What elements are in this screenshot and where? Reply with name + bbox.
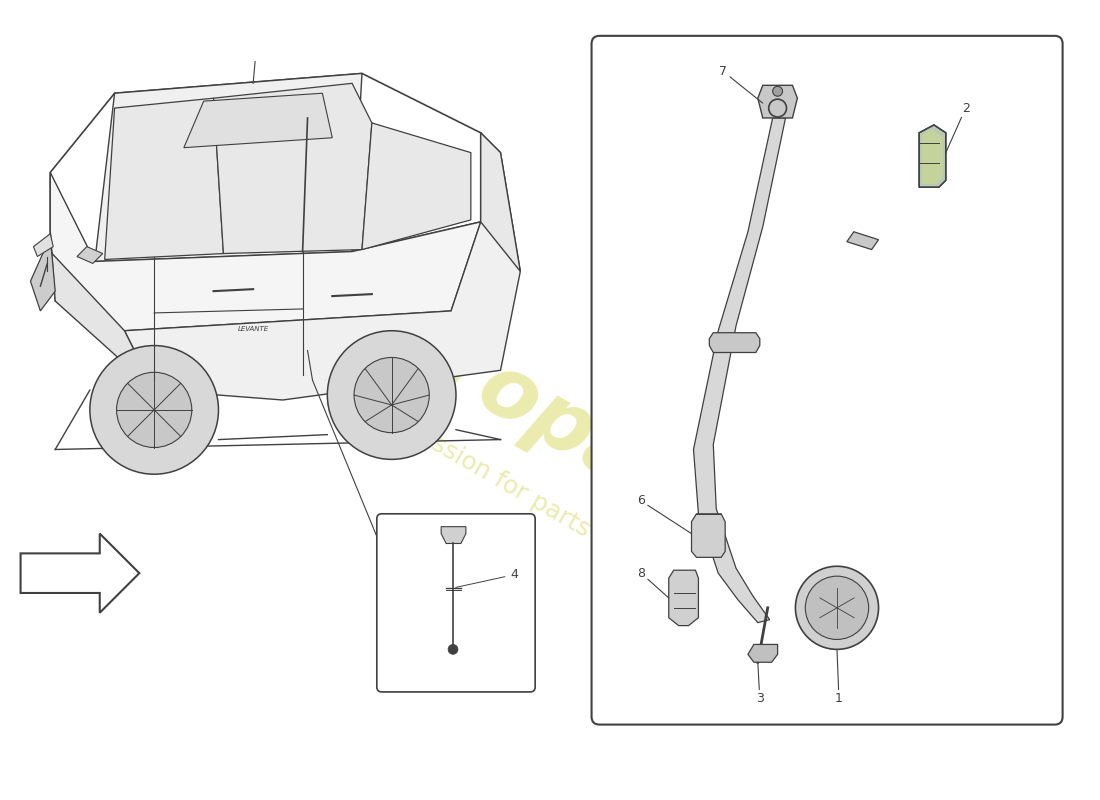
Polygon shape — [31, 237, 55, 311]
Text: 4: 4 — [455, 568, 518, 587]
FancyBboxPatch shape — [377, 514, 536, 692]
Circle shape — [328, 330, 456, 459]
Circle shape — [805, 576, 869, 639]
Text: 2: 2 — [946, 102, 969, 153]
Polygon shape — [693, 118, 785, 622]
Polygon shape — [77, 246, 102, 263]
Polygon shape — [748, 645, 778, 662]
Circle shape — [772, 86, 782, 96]
Polygon shape — [758, 86, 798, 118]
Polygon shape — [104, 98, 223, 259]
Circle shape — [795, 566, 879, 650]
Polygon shape — [441, 526, 466, 543]
FancyBboxPatch shape — [592, 36, 1063, 725]
Polygon shape — [184, 94, 332, 148]
Polygon shape — [95, 74, 362, 262]
Polygon shape — [847, 232, 879, 250]
Polygon shape — [21, 534, 140, 613]
Polygon shape — [481, 133, 520, 271]
Text: 8: 8 — [637, 566, 669, 598]
Polygon shape — [669, 570, 698, 626]
Text: 7: 7 — [719, 65, 762, 103]
Text: a passion for parts since 1985: a passion for parts since 1985 — [381, 404, 719, 614]
Polygon shape — [213, 83, 372, 254]
Text: LEVANTE: LEVANTE — [238, 326, 268, 332]
Circle shape — [117, 372, 191, 447]
Text: europarts: europarts — [323, 265, 777, 574]
Polygon shape — [51, 232, 154, 390]
Polygon shape — [692, 514, 725, 558]
Polygon shape — [922, 129, 943, 184]
Polygon shape — [920, 125, 946, 187]
Polygon shape — [51, 172, 481, 330]
Polygon shape — [33, 234, 53, 257]
Circle shape — [90, 346, 219, 474]
Polygon shape — [362, 123, 471, 250]
Circle shape — [354, 358, 429, 433]
Text: 3: 3 — [756, 662, 763, 706]
Polygon shape — [710, 333, 760, 353]
Polygon shape — [124, 133, 520, 400]
Text: 6: 6 — [637, 494, 692, 534]
Text: 1: 1 — [835, 650, 843, 706]
Circle shape — [448, 645, 458, 654]
